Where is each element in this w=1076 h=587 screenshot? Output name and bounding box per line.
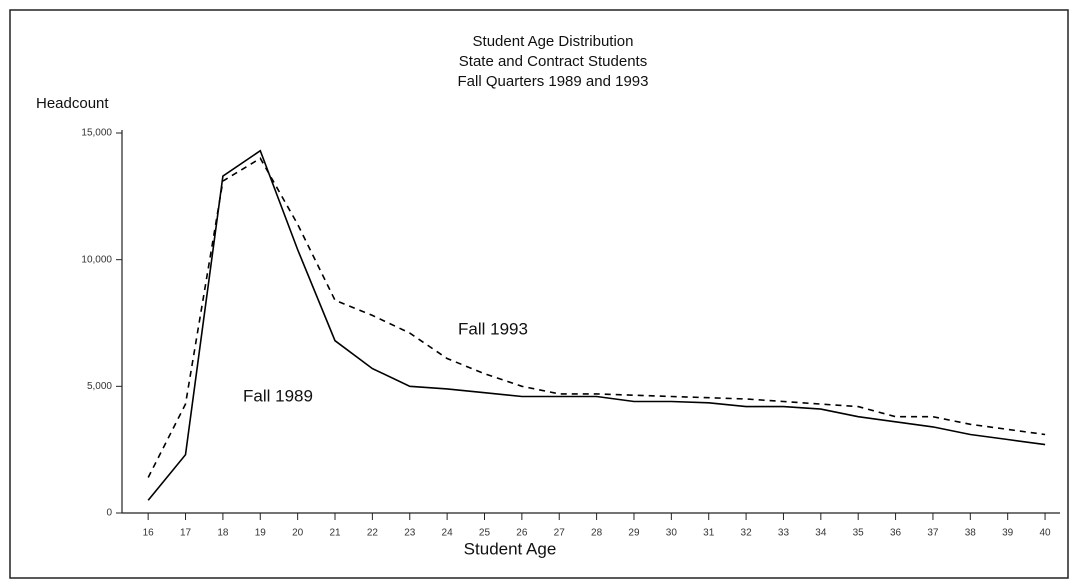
x-tick-label: 25 <box>479 528 491 539</box>
y-tick-label: 15,000 <box>81 128 112 139</box>
x-tick-label: 35 <box>853 528 865 539</box>
x-tick-label: 21 <box>329 528 341 539</box>
x-tick-label: 20 <box>292 528 304 539</box>
frame <box>9 9 1069 579</box>
x-tick-label: 32 <box>741 528 753 539</box>
x-tick-label: 23 <box>404 528 416 539</box>
x-tick-label: 27 <box>554 528 566 539</box>
x-tick-label: 31 <box>703 528 715 539</box>
x-tick-label: 22 <box>367 528 379 539</box>
x-tick-label: 16 <box>143 528 155 539</box>
chart-subtitle: State and Contract Students <box>459 53 647 70</box>
x-tick-label: 26 <box>516 528 528 539</box>
x-tick-label: 17 <box>180 528 192 539</box>
x-tick-label: 40 <box>1039 528 1051 539</box>
x-tick-label: 29 <box>628 528 640 539</box>
x-tick-label: 34 <box>815 528 827 539</box>
y-tick-label: 10,000 <box>81 254 112 265</box>
x-tick-label: 18 <box>217 528 229 539</box>
x-tick-label: 37 <box>927 528 939 539</box>
x-axis-label: Student Age <box>464 539 557 558</box>
series-label: Fall 1989 <box>243 386 313 405</box>
series-label: Fall 1993 <box>458 319 528 338</box>
y-tick-label: 0 <box>106 508 112 519</box>
x-tick-label: 28 <box>591 528 603 539</box>
x-tick-label: 19 <box>255 528 267 539</box>
line-series <box>147 149 1046 501</box>
x-tick-label: 36 <box>890 528 902 539</box>
x-tick-label: 33 <box>778 528 790 539</box>
chart-subtitle: Fall Quarters 1989 and 1993 <box>458 73 649 90</box>
y-axis-label: Headcount <box>36 95 109 112</box>
chart-title: Student Age Distribution <box>473 33 634 50</box>
x-tick-label: 30 <box>666 528 678 539</box>
x-tick-label: 24 <box>442 528 454 539</box>
line-series <box>147 157 1046 478</box>
x-tick-label: 38 <box>965 528 977 539</box>
x-tick-label: 39 <box>1002 528 1014 539</box>
y-tick-label: 5,000 <box>87 381 112 392</box>
